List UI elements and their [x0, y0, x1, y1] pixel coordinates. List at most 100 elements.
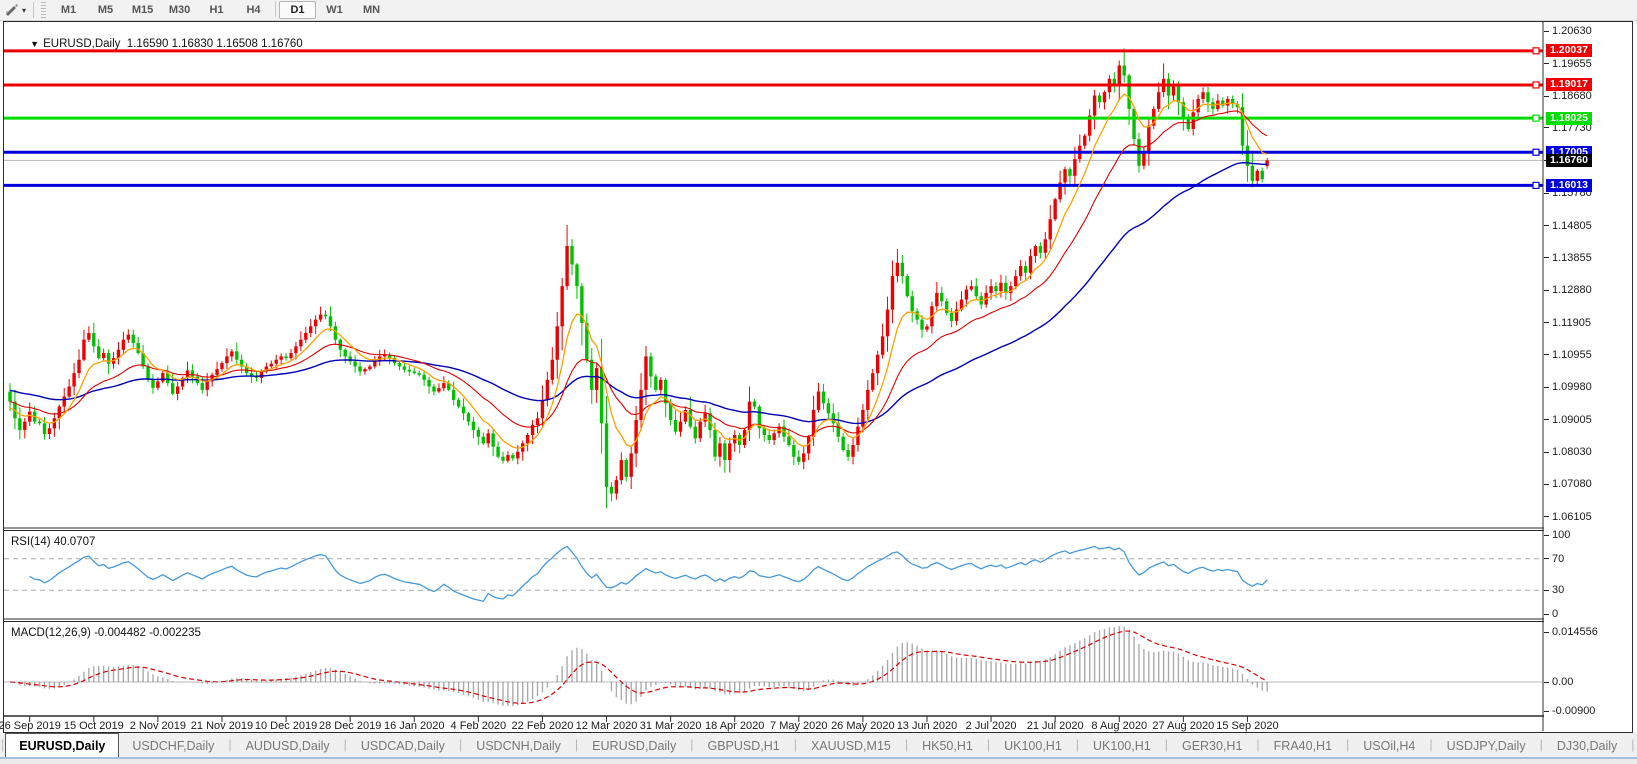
date-axis-label: 10 Dec 2019	[254, 720, 318, 732]
tab-separator: |	[1075, 738, 1080, 752]
date-axis-label: 16 Jan 2020	[383, 720, 445, 732]
tick-dash	[1544, 95, 1549, 97]
level-line-handle[interactable]	[1532, 114, 1540, 122]
current-price-label[interactable]: 1.16760	[1546, 153, 1592, 167]
symbol-tab-eurusd-daily[interactable]: EURUSD,Daily	[592, 739, 677, 753]
rsi-axis-label: 30	[1552, 584, 1565, 597]
price-axis-label: 1.13855	[1552, 251, 1592, 264]
tick-dash	[1544, 192, 1549, 194]
timeframe-button-d1[interactable]: D1	[279, 1, 317, 19]
price-axis-label: 1.07080	[1552, 478, 1592, 491]
tick-dash	[1544, 354, 1549, 356]
level-line-handle[interactable]	[1532, 181, 1540, 190]
symbol-tab-xauusd-m15[interactable]: XAUUSD,M15	[810, 739, 891, 753]
price-axis-label: 1.10955	[1552, 348, 1592, 361]
timeframe-button-m5[interactable]: M5	[97, 4, 114, 16]
tick-dash	[1544, 534, 1549, 536]
symbol-tab-usdchf-daily[interactable]: USDCHF,Daily	[132, 739, 215, 753]
pen-draw-icon[interactable]: ▾	[0, 0, 30, 20]
symbol-tab-fra40-h1[interactable]: FRA40,H1	[1273, 739, 1333, 753]
tick-dash	[1544, 322, 1549, 324]
tab-separator: |	[1256, 738, 1260, 752]
tab-separator: |	[690, 738, 694, 752]
symbol-tab-eurusd-daily[interactable]: EURUSD,Daily	[5, 733, 120, 757]
toolbar-grip[interactable]	[41, 2, 47, 18]
chart-title: ▼ EURUSD,Daily 1.16590 1.16830 1.16508 1.…	[30, 38, 303, 50]
symbol-tab-hk50-h1[interactable]: HK50,H1	[922, 739, 973, 753]
date-axis-label: 26 May 2020	[831, 720, 895, 732]
symbol-tab-audusd-daily[interactable]: AUDUSD,Daily	[245, 739, 330, 753]
level-line-handle[interactable]	[1532, 148, 1540, 156]
price-axis-label: 1.20630	[1552, 25, 1592, 37]
date-axis-label: 15 Sep 2020	[1216, 720, 1279, 732]
symbol-tab-usdcnh-daily[interactable]: USDCNH,Daily	[476, 739, 561, 753]
date-axis-label: 31 Mar 2020	[639, 720, 702, 732]
chart-canvas[interactable]	[4, 22, 1632, 731]
tab-separator: |	[1, 738, 5, 752]
symbol-tab-uk100-h1[interactable]: UK100,H1	[1004, 739, 1062, 753]
symbol-tab-ger30-h1[interactable]: GER30,H1	[1181, 739, 1243, 753]
tick-dash	[1544, 631, 1549, 633]
date-axis-label: 27 Aug 2020	[1152, 720, 1215, 732]
timeframe-button-m30[interactable]: M30	[168, 4, 191, 16]
symbol-tab-usdcad-daily[interactable]: USDCAD,Daily	[360, 739, 445, 753]
level-price-label[interactable]: 1.16013	[1546, 178, 1592, 192]
tab-separator: |	[904, 738, 909, 752]
toolbar-separator	[33, 2, 35, 18]
date-ticks	[29, 716, 1248, 722]
price-axis-label: 1.06105	[1552, 510, 1592, 523]
price-axis-label: 1.19655	[1552, 57, 1592, 70]
date-axis-label: 12 Mar 2020	[575, 720, 638, 732]
tab-separator: |	[1631, 738, 1635, 752]
level-line-handle[interactable]	[1532, 81, 1540, 89]
tick-dash	[1544, 451, 1549, 453]
symbol-tab-dj30-daily[interactable]: DJ30,Daily	[1556, 739, 1618, 753]
tab-separator: |	[986, 738, 991, 752]
price-axis-label: 1.18680	[1552, 90, 1592, 103]
date-axis-label: 21 Jul 2020	[1026, 720, 1084, 732]
tick-dash	[1544, 516, 1549, 518]
timeframe-button-h1[interactable]: H1	[209, 4, 224, 16]
date-axis-label: 18 Apr 2020	[705, 720, 765, 732]
date-axis-label: 21 Nov 2019	[190, 720, 254, 732]
tab-separator: |	[343, 738, 347, 752]
ma-slow-line	[9, 161, 1268, 425]
date-axis: 26 Sep 2019 15 Oct 2019 2 Nov 2019 21 Nov 2…	[0, 718, 1543, 732]
tick-dash	[1544, 386, 1549, 388]
price-axis-label: 1.09980	[1552, 381, 1592, 394]
timeframe-button-mn[interactable]: MN	[362, 4, 381, 16]
level-line-handle[interactable]	[1532, 47, 1540, 55]
price-axis-label: 1.14805	[1552, 219, 1592, 232]
tab-separator: |	[1539, 738, 1543, 752]
symbol-tabs: | EURUSD,Daily USDCHF,Daily | AUDUSD,Daily | U…	[0, 733, 1637, 757]
price-axis-label: 1.12880	[1552, 284, 1592, 297]
level-price-label[interactable]: 1.20037	[1546, 44, 1592, 58]
level-price-label[interactable]: 1.18025	[1546, 111, 1592, 125]
timeframe-toolbar: ▾ M1 M5 M15 M30 H1 H4 D1 W1 MN	[0, 0, 1637, 21]
rsi-line	[29, 545, 1268, 603]
price-axis-label: 1.11905	[1552, 316, 1591, 329]
tab-separator: |	[458, 738, 463, 752]
chart-window: ▼ EURUSD,Daily 1.16590 1.16830 1.16508 1.…	[0, 21, 1633, 733]
price-axis: 1.206301.196551.186801.177301.167601.157…	[1544, 22, 1632, 731]
rsi-label: RSI(14) 40.0707	[11, 536, 96, 548]
symbol-tab-uk100-h1[interactable]: UK100,H1	[1093, 739, 1151, 753]
tick-dash	[1544, 289, 1549, 291]
symbol-tab-usdjpy-daily[interactable]: USDJPY,Daily	[1446, 739, 1526, 753]
macd-signal-line	[9, 630, 1268, 705]
symbol-tab-gbpusd-h1[interactable]: GBPUSD,H1	[707, 739, 780, 753]
timeframe-button-w1[interactable]: W1	[326, 4, 343, 16]
timeframe-button-h4[interactable]: H4	[246, 4, 261, 16]
collapse-triangle-icon[interactable]: ▼	[30, 39, 40, 49]
tick-dash	[1544, 127, 1549, 129]
tick-dash	[1544, 681, 1549, 683]
level-price-label[interactable]: 1.19017	[1546, 78, 1592, 92]
tick-dash	[1544, 63, 1549, 65]
tab-separator: |	[574, 738, 579, 752]
macd-axis-label: 0.00	[1552, 676, 1574, 688]
symbol-tab-usoil-h4[interactable]: USOil,H4	[1363, 739, 1416, 753]
date-axis-label: 2 Nov 2019	[129, 720, 187, 732]
timeframe-button-m15[interactable]: M15	[131, 4, 154, 16]
tick-dash	[1544, 613, 1549, 615]
timeframe-button-m1[interactable]: M1	[60, 4, 77, 16]
